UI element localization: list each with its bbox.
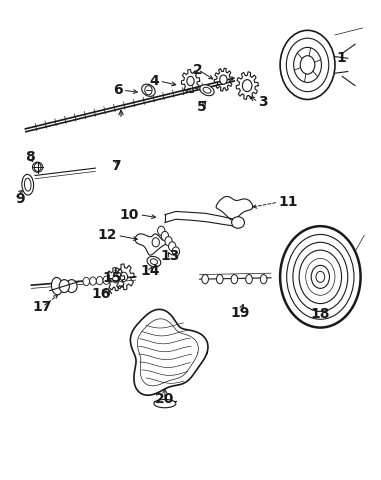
Ellipse shape (200, 85, 214, 96)
Text: 9: 9 (15, 192, 24, 205)
Circle shape (316, 271, 325, 282)
Ellipse shape (231, 275, 238, 284)
Circle shape (120, 272, 128, 281)
Ellipse shape (147, 256, 161, 267)
Ellipse shape (32, 162, 43, 172)
Text: 20: 20 (155, 392, 174, 406)
Circle shape (96, 276, 103, 285)
Circle shape (59, 280, 69, 292)
Circle shape (242, 80, 252, 92)
Text: 7: 7 (111, 159, 120, 173)
Text: 2: 2 (193, 62, 203, 76)
Ellipse shape (142, 84, 155, 96)
Text: 13: 13 (161, 249, 180, 263)
Text: 12: 12 (98, 228, 117, 242)
Circle shape (220, 75, 227, 84)
Text: 11: 11 (278, 195, 298, 209)
Ellipse shape (246, 275, 252, 284)
Circle shape (287, 234, 354, 319)
Circle shape (168, 242, 176, 251)
Text: 14: 14 (141, 264, 160, 278)
Ellipse shape (154, 399, 176, 408)
Ellipse shape (203, 87, 211, 93)
Circle shape (294, 48, 322, 83)
Circle shape (311, 265, 330, 288)
Ellipse shape (150, 259, 158, 264)
Circle shape (172, 247, 179, 256)
Circle shape (287, 38, 329, 92)
Text: 3: 3 (258, 95, 268, 109)
Text: 5: 5 (197, 100, 207, 114)
Text: 17: 17 (33, 300, 52, 314)
Text: 15: 15 (102, 271, 122, 285)
Circle shape (90, 277, 96, 285)
Circle shape (158, 226, 165, 235)
Text: 4: 4 (150, 74, 159, 88)
Ellipse shape (260, 275, 267, 284)
Circle shape (280, 226, 360, 327)
Circle shape (152, 238, 159, 247)
Circle shape (187, 76, 194, 85)
Text: 10: 10 (120, 208, 139, 222)
Ellipse shape (22, 174, 34, 195)
Circle shape (280, 30, 335, 99)
Circle shape (34, 163, 41, 171)
Text: 19: 19 (230, 306, 250, 320)
Text: 1: 1 (337, 51, 347, 65)
Ellipse shape (66, 280, 77, 292)
Text: 8: 8 (25, 150, 34, 164)
Circle shape (103, 276, 110, 284)
Circle shape (165, 237, 172, 246)
Ellipse shape (216, 275, 223, 284)
Circle shape (161, 231, 168, 240)
Ellipse shape (202, 275, 208, 284)
Circle shape (306, 258, 335, 295)
Ellipse shape (232, 217, 245, 228)
Circle shape (293, 242, 348, 312)
Circle shape (145, 85, 152, 95)
Text: 18: 18 (311, 307, 330, 321)
Circle shape (299, 250, 341, 303)
Text: 16: 16 (91, 288, 110, 301)
Text: 6: 6 (113, 83, 123, 97)
Ellipse shape (24, 178, 31, 191)
Circle shape (83, 277, 90, 286)
Ellipse shape (51, 277, 62, 295)
Circle shape (300, 56, 315, 74)
Circle shape (113, 276, 118, 283)
